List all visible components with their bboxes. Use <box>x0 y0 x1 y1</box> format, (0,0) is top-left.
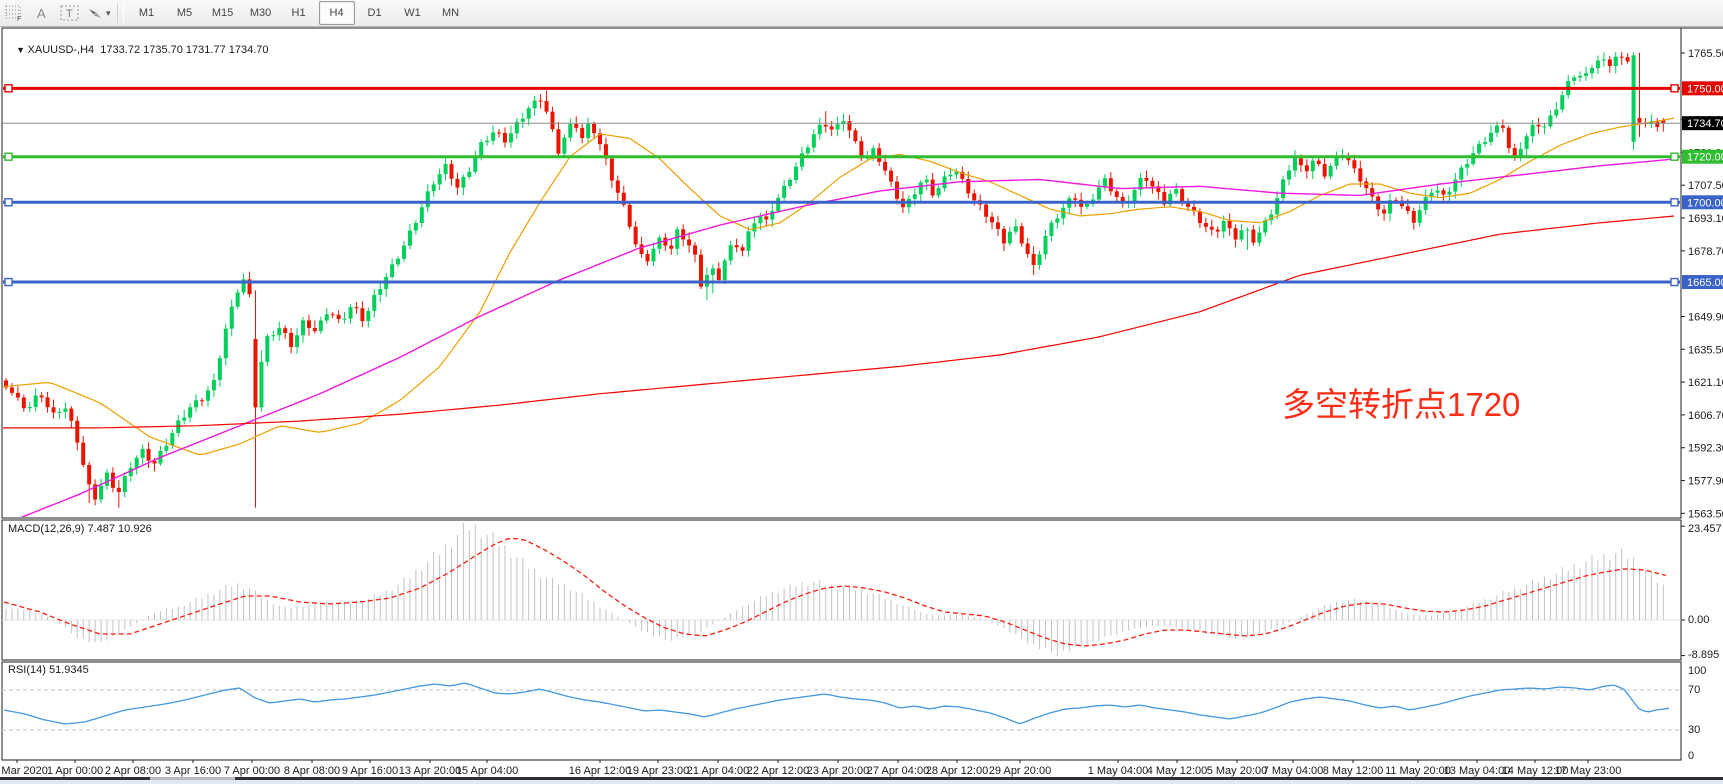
svg-text:0: 0 <box>1688 750 1694 762</box>
dropdown-arrow-icon[interactable]: ▾ <box>106 7 111 18</box>
chart-title: ▼ XAUUSD-,H4 1733.72 1735.70 1731.77 173… <box>10 32 269 56</box>
svg-text:17 May 23:00: 17 May 23:00 <box>1555 765 1622 777</box>
macd-signal-line <box>3 537 1667 647</box>
svg-text:1635.50: 1635.50 <box>1688 344 1723 356</box>
timeframe-button-w1[interactable]: W1 <box>404 7 421 19</box>
svg-text:13 Apr 20:00: 13 Apr 20:00 <box>399 765 461 777</box>
svg-text:A: A <box>37 6 46 20</box>
text-label-icon[interactable]: A <box>29 1 55 25</box>
svg-text:1765.50: 1765.50 <box>1688 48 1723 60</box>
cursor-arrows-icon[interactable]: ▾ <box>85 1 112 25</box>
svg-text:1 May 04:00: 1 May 04:00 <box>1088 765 1149 777</box>
svg-text:14 May 12:00: 14 May 12:00 <box>1502 765 1569 777</box>
svg-text:1700.00: 1700.00 <box>1687 197 1723 209</box>
scrollbar-thumb[interactable] <box>150 777 235 780</box>
svg-text:19 Apr 23:00: 19 Apr 23:00 <box>627 765 689 777</box>
timeframe-button-h1[interactable]: H1 <box>291 7 306 19</box>
svg-text:-8.895: -8.895 <box>1688 649 1719 661</box>
svg-text:28 Apr 12:00: 28 Apr 12:00 <box>926 765 988 777</box>
svg-text:70: 70 <box>1688 684 1700 696</box>
svg-text:7 May 04:00: 7 May 04:00 <box>1263 765 1324 777</box>
svg-text:8 Apr 08:00: 8 Apr 08:00 <box>284 765 340 777</box>
svg-text:29 Apr 20:00: 29 Apr 20:00 <box>989 765 1051 777</box>
svg-text:100: 100 <box>1688 665 1706 677</box>
svg-text:11 May 20:00: 11 May 20:00 <box>1385 765 1451 777</box>
svg-text:T: T <box>66 8 73 20</box>
svg-text:1720.00: 1720.00 <box>1687 152 1723 164</box>
text-box-icon[interactable]: T <box>57 1 83 25</box>
svg-text:3 Apr 16:00: 3 Apr 16:00 <box>165 765 221 777</box>
timeframe-button-m15[interactable]: M15 <box>211 7 234 19</box>
price-tag-1700.00: 1700.00 <box>1682 195 1723 210</box>
svg-text:1563.50: 1563.50 <box>1688 508 1723 520</box>
pane-frame-0 <box>1 27 1682 519</box>
svg-text:13 May 04:00: 13 May 04:00 <box>1444 765 1511 777</box>
price-tag-1734.70: 1734.70 <box>1682 116 1723 131</box>
svg-text:8 May 12:00: 8 May 12:00 <box>1323 765 1384 777</box>
ohlc-values: 1733.72 1735.70 1731.77 1734.70 <box>100 44 269 56</box>
timeframe-button-h4[interactable]: H4 <box>318 1 355 25</box>
pane-frame-1 <box>1 519 1682 661</box>
svg-text:30 Mar 2020: 30 Mar 2020 <box>0 765 48 777</box>
price-tag-1720.00: 1720.00 <box>1682 149 1723 164</box>
svg-text:1577.90: 1577.90 <box>1688 476 1723 488</box>
svg-text:1693.10: 1693.10 <box>1688 213 1723 225</box>
price-annotation: 多空转折点1720 <box>1282 386 1521 423</box>
svg-text:1592.30: 1592.30 <box>1688 443 1723 455</box>
svg-text:1621.10: 1621.10 <box>1688 377 1723 389</box>
macd-pane: 23.457 0.00 -8.895 <box>2 522 1722 661</box>
indicator-grid-icon[interactable]: F <box>1 1 27 25</box>
ma-fast-orange <box>3 117 1675 456</box>
svg-text:4 May 12:00: 4 May 12:00 <box>1147 765 1208 777</box>
price-tag-1750.00: 1750.00 <box>1682 81 1723 96</box>
toolbar: F A T ▾ M1 M5 M15 M30 H1 H4 D1 W1 MN <box>0 0 1723 27</box>
svg-text:1665.00: 1665.00 <box>1687 277 1723 289</box>
symbol-label: XAUUSD-,H4 <box>27 44 95 56</box>
svg-text:F: F <box>17 16 21 21</box>
timeframe-button-m5[interactable]: M5 <box>176 7 193 19</box>
svg-text:30: 30 <box>1688 724 1700 736</box>
rsi-label: RSI(14) 51.9345 <box>8 664 89 676</box>
svg-text:5 May 20:00: 5 May 20:00 <box>1207 765 1268 777</box>
svg-text:1649.90: 1649.90 <box>1688 311 1723 323</box>
svg-text:0.00: 0.00 <box>1688 614 1709 626</box>
svg-text:15 Apr 04:00: 15 Apr 04:00 <box>456 765 518 777</box>
status-strip <box>0 780 1723 784</box>
timeframe-button-mn[interactable]: MN <box>441 7 460 19</box>
ma-slow-red <box>3 215 1675 429</box>
toolbar-separator <box>116 3 124 23</box>
chart-dropdown-icon[interactable]: ▼ <box>16 45 28 55</box>
svg-text:21 Apr 04:00: 21 Apr 04:00 <box>687 765 749 777</box>
svg-text:16 Apr 12:00: 16 Apr 12:00 <box>569 765 631 777</box>
macd-label: MACD(12,26,9) 7.487 10.926 <box>8 523 152 535</box>
price-axis: 1765.501736.301721.901707.501693.101678.… <box>1681 48 1723 520</box>
svg-text:1734.70: 1734.70 <box>1687 118 1723 130</box>
svg-text:27 Apr 04:00: 27 Apr 04:00 <box>867 765 929 777</box>
svg-text:1 Apr 00:00: 1 Apr 00:00 <box>47 765 103 777</box>
timeframe-button-m30[interactable]: M30 <box>249 7 272 19</box>
pane-frame-2 <box>1 661 1682 761</box>
svg-text:9 Apr 16:00: 9 Apr 16:00 <box>342 765 398 777</box>
svg-text:23 Apr 20:00: 23 Apr 20:00 <box>807 765 869 777</box>
svg-text:23.457: 23.457 <box>1688 523 1722 535</box>
svg-text:1750.00: 1750.00 <box>1687 83 1723 95</box>
svg-text:2 Apr 08:00: 2 Apr 08:00 <box>105 765 161 777</box>
svg-text:1606.70: 1606.70 <box>1688 410 1723 422</box>
horizontal-scrollbar[interactable] <box>0 777 1723 780</box>
price-tag-1665.00: 1665.00 <box>1682 275 1723 290</box>
timeframe-button-group: M1 M5 M15 M30 H1 H4 D1 W1 MN <box>128 1 470 25</box>
candles-group <box>4 51 1666 508</box>
timeframe-button-d1[interactable]: D1 <box>367 7 382 19</box>
ma-mid-magenta <box>20 158 1675 517</box>
rsi-pane: 100 70 30 0 <box>2 665 1706 762</box>
timeframe-button-m1[interactable]: M1 <box>138 7 155 19</box>
svg-text:1707.50: 1707.50 <box>1688 180 1723 192</box>
svg-text:7 Apr 00:00: 7 Apr 00:00 <box>224 765 280 777</box>
svg-text:22 Apr 12:00: 22 Apr 12:00 <box>747 765 809 777</box>
rsi-line <box>3 682 1670 725</box>
main-pane <box>3 51 1680 517</box>
svg-text:1678.70: 1678.70 <box>1688 246 1723 258</box>
